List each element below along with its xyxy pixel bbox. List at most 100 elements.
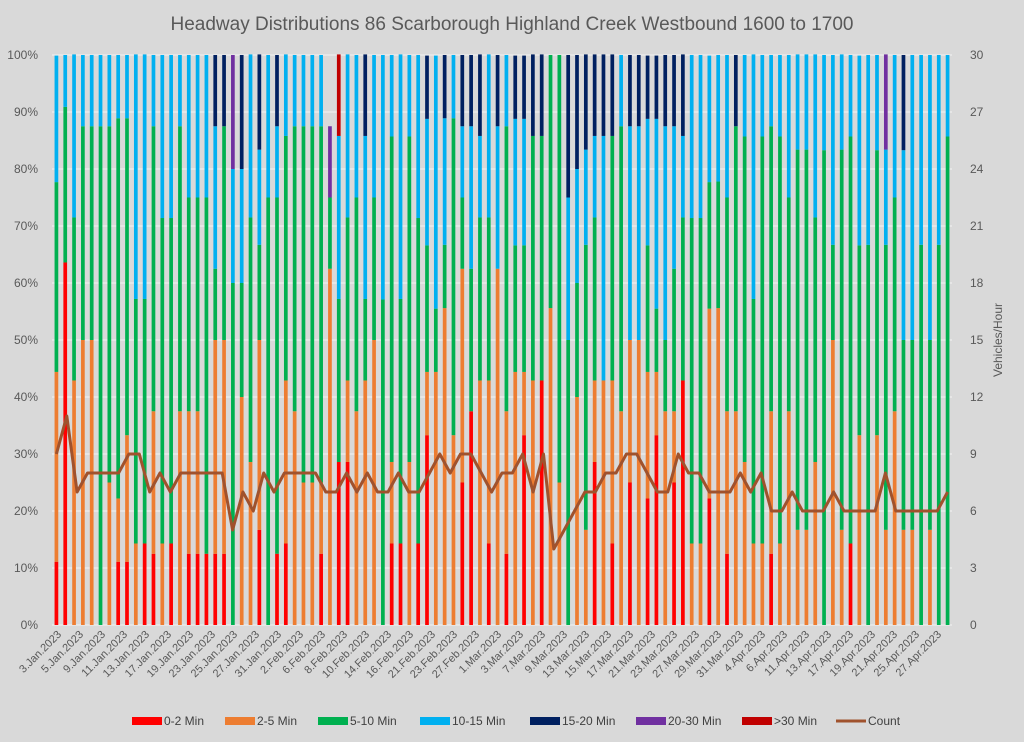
bar-segment-10-15-min: [133, 54, 138, 299]
y-left-tick-label: 80%: [14, 162, 38, 176]
bar-segment-15-20-min: [213, 55, 218, 127]
bar-segment-2-5-min: [875, 435, 879, 625]
legend-label: 5-10 Min: [350, 714, 397, 728]
legend-swatch: [420, 717, 450, 725]
bar-segment-10-15-min: [839, 54, 844, 150]
bar-segment-5-10-min: [707, 182, 712, 309]
bar-segment-10-15-min: [831, 55, 835, 245]
bar-segment-5-10-min: [778, 136, 782, 544]
bar-segment-10-15-min: [160, 55, 165, 219]
bar-segment-5-10-min: [557, 55, 562, 483]
bar-segment-10-15-min: [89, 55, 94, 127]
bar-segment-2-5-min: [813, 461, 818, 625]
bar-segment-15-20-min: [522, 55, 526, 119]
bar-segment-5-10-min: [345, 217, 350, 381]
y-left-tick-label: 30%: [14, 447, 38, 461]
bar-stack: [363, 54, 368, 625]
bar-segment-5-10-min: [663, 340, 668, 412]
bar-segment-2-5-min: [195, 411, 200, 554]
bar-segment-10-15-min: [407, 55, 412, 137]
bar-segment-5-10-min: [407, 136, 412, 462]
bar-segment-15-20-min: [239, 55, 244, 169]
bar-stack: [804, 54, 809, 625]
bar-stack: [575, 55, 579, 625]
bar-segment-2-5-min: [778, 543, 782, 625]
bar-segment-10-15-min: [936, 55, 941, 245]
bar-segment-5-10-min: [328, 197, 332, 269]
bar-stack: [142, 54, 147, 625]
bar-segment-5-10-min: [451, 118, 456, 436]
bar-stack: [354, 55, 359, 625]
y-left-tick-label: 60%: [14, 276, 38, 290]
legend-swatch: [530, 717, 560, 725]
bar-segment-10-15-min: [63, 55, 68, 107]
bar-segment-5-10-min: [372, 197, 376, 340]
bar-stack: [204, 55, 209, 625]
bar-segment-2-5-min: [292, 411, 297, 625]
bar-stack: [733, 55, 738, 625]
bar-segment-10-15-min: [486, 54, 491, 218]
bar-segment-10-15-min: [575, 169, 579, 283]
legend-label: 2-5 Min: [257, 714, 297, 728]
bar-segment-5-10-min: [839, 149, 844, 530]
bar-stack: [478, 54, 482, 625]
bar-stack: [654, 55, 659, 625]
bar-stack: [292, 55, 297, 625]
bar-stack: [239, 55, 244, 625]
y-right-axis: 0 3 6 9 12 15 18 21 24 27 30: [970, 48, 984, 632]
bar-segment-5-10-min: [592, 217, 597, 381]
bar-stack: [848, 55, 853, 625]
bar-segment-5-10-min: [478, 217, 482, 381]
bar-segment-0-2-min: [522, 435, 526, 625]
bar-segment-2-5-min: [504, 411, 509, 554]
bar-segment-15-20-min: [733, 55, 738, 127]
bar-segment-2-5-min: [389, 461, 394, 544]
bar-segment-20-30-min: [883, 54, 888, 150]
bar-stack: [328, 126, 332, 625]
bar-segment-15-20-min: [539, 54, 544, 136]
y-right-tick-label: 24: [970, 162, 984, 176]
bar-segment-5-10-min: [442, 244, 447, 309]
bar-segment-2-5-min: [531, 380, 535, 625]
bar-segment-10-15-min: [319, 55, 323, 127]
bar-segment-5-10-min: [672, 268, 676, 412]
bar-segment-10-15-min: [901, 150, 906, 340]
bar-segment-10-15-min: [425, 118, 429, 246]
bar-segment-2-5-min: [742, 461, 747, 625]
bar-stack: [522, 55, 526, 625]
y-right-tick-label: 27: [970, 105, 984, 119]
legend-item: 20-30 Min: [636, 714, 721, 728]
bar-segment-10-15-min: [919, 55, 923, 245]
y-right-tick-label: 15: [970, 333, 984, 347]
bar-stack: [795, 54, 800, 625]
legend-item: 10-15 Min: [420, 714, 505, 728]
bar-segment-5-10-min: [231, 283, 235, 625]
bar-stack: [345, 54, 350, 625]
bar-segment-5-10-min: [575, 283, 579, 397]
bar-segment-2-5-min: [769, 411, 773, 554]
bar-segment-10-15-min: [98, 55, 103, 127]
bar-segment-10-15-min: [822, 55, 826, 151]
bar-segment-2-5-min: [328, 268, 332, 625]
bar-stack: [583, 54, 588, 625]
bar-stack: [751, 54, 756, 625]
bar-stack: [469, 55, 473, 625]
bar-segment-10-15-min: [169, 55, 173, 219]
bar-segment-2-5-min: [513, 371, 518, 625]
bar-segment-10-15-min: [363, 135, 368, 299]
bar-segment-2-5-min: [425, 371, 429, 436]
bar-segment-2-5-min: [839, 529, 844, 625]
bar-stack: [531, 54, 535, 625]
bar-segment-0-2-min: [151, 553, 156, 625]
bar-stack: [928, 55, 932, 625]
bar-segment-5-10-min: [433, 308, 438, 372]
bar-segment-2-5-min: [354, 411, 359, 625]
bar-segment-5-10-min: [866, 244, 871, 625]
bar-segment-5-10-min: [116, 118, 121, 499]
bar-segment-0-2-min: [848, 543, 853, 625]
bar-segment-10-15-min: [204, 55, 209, 198]
bar-stack: [857, 55, 862, 625]
bar-segment-0-2-min: [460, 482, 465, 625]
bar-segment-10-15-min: [628, 126, 632, 340]
